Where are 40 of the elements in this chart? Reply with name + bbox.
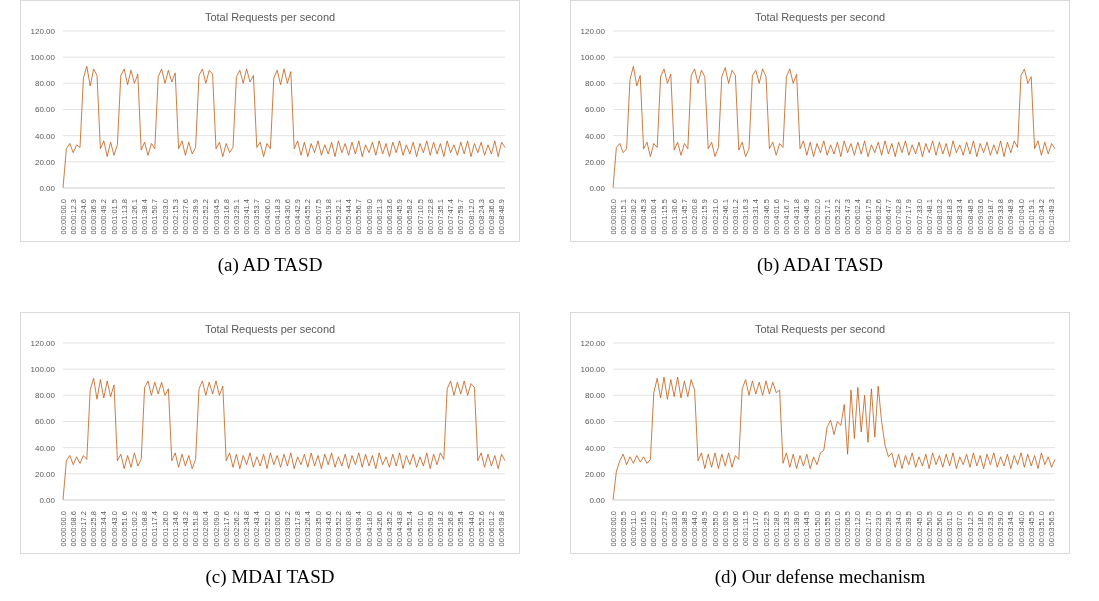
chart-title: Total Requests per second — [203, 10, 337, 25]
y-tick-label: 60.00 — [584, 417, 606, 427]
y-tick-label: 100.00 — [580, 53, 606, 63]
y-tick-label: 40.00 — [34, 131, 56, 141]
chart-title: Total Requests per second — [753, 322, 887, 337]
chart-title: Total Requests per second — [203, 322, 337, 337]
y-tick-label: 0.00 — [39, 495, 56, 505]
y-tick-label: 120.00 — [580, 338, 606, 348]
y-tick-label: 40.00 — [584, 131, 606, 141]
line-series — [62, 65, 506, 188]
y-tick-label: 80.00 — [584, 79, 606, 89]
y-tick-label: 120.00 — [30, 338, 56, 348]
y-tick-label: 120.00 — [30, 26, 56, 36]
line-series — [612, 376, 1056, 500]
line-series — [62, 377, 506, 500]
y-tick-label: 0.00 — [589, 183, 606, 193]
text: (a) AD TASD — [216, 254, 324, 276]
y-tick-label: 60.00 — [34, 417, 56, 427]
y-tick-label: 0.00 — [589, 495, 606, 505]
text: (d) Our defense mechanism — [713, 566, 927, 588]
y-tick-label: 100.00 — [580, 365, 606, 375]
y-tick-label: 20.00 — [34, 157, 56, 167]
chart-title: Total Requests per second — [753, 10, 887, 25]
y-tick-label: 60.00 — [584, 105, 606, 115]
y-tick-label: 0.00 — [39, 183, 56, 193]
y-tick-label: 100.00 — [30, 365, 56, 375]
y-tick-label: 40.00 — [584, 443, 606, 453]
y-tick-label: 20.00 — [584, 157, 606, 167]
text: (b) ADAI TASD — [756, 254, 884, 276]
y-tick-label: 20.00 — [34, 469, 56, 479]
line-series — [612, 65, 1056, 188]
y-tick-label: 120.00 — [580, 26, 606, 36]
y-tick-label: 80.00 — [34, 79, 56, 89]
y-tick-label: 100.00 — [30, 53, 56, 63]
y-tick-label: 80.00 — [584, 391, 606, 401]
y-tick-label: 80.00 — [34, 391, 56, 401]
y-tick-label: 20.00 — [584, 469, 606, 479]
y-tick-label: 60.00 — [34, 105, 56, 115]
text: (c) MDAI TASD — [204, 566, 336, 588]
y-tick-label: 40.00 — [34, 443, 56, 453]
